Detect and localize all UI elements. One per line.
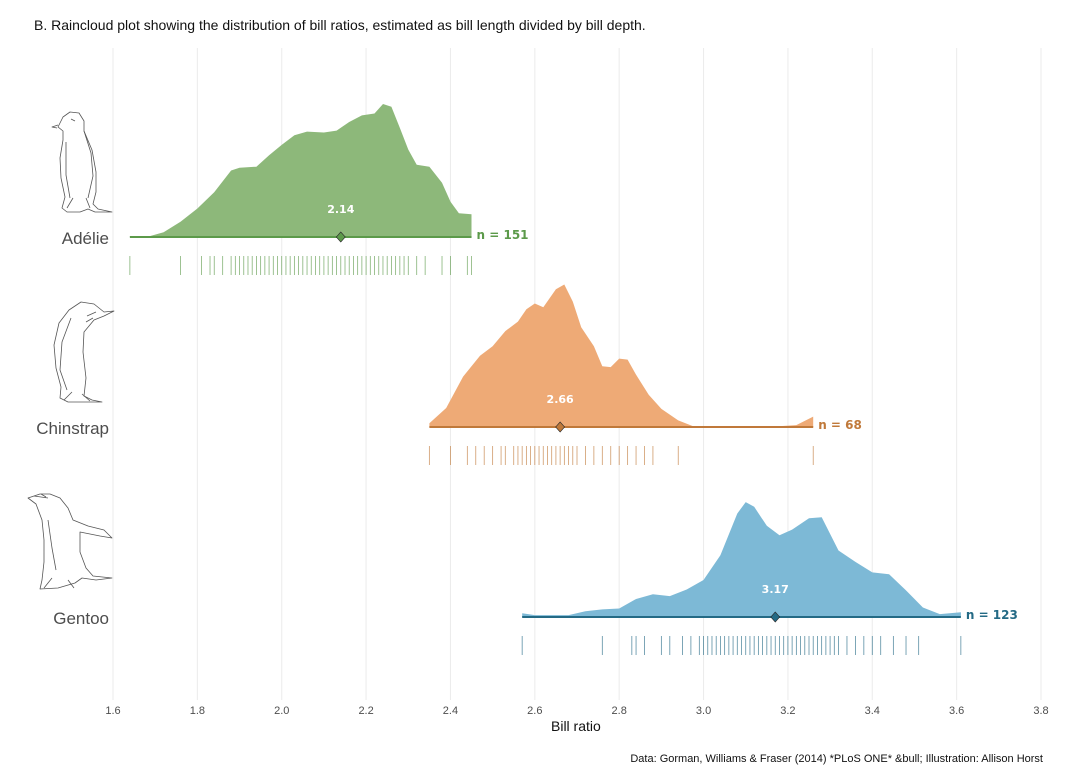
species-label: Chinstrap [36, 419, 109, 438]
x-tick-label: 3.8 [1033, 705, 1048, 717]
series-chinstrap: 2.66 n = 68 Chinstrap [36, 284, 862, 465]
mean-marker [770, 611, 781, 623]
x-tick-label: 3.4 [865, 705, 880, 717]
mean-label: 3.17 [762, 583, 789, 596]
n-count-label: n = 151 [477, 228, 529, 242]
density-cloud [522, 502, 961, 617]
x-tick-label: 2.2 [358, 705, 373, 717]
x-tick-label: 2.4 [443, 705, 458, 717]
n-count-label: n = 68 [818, 418, 862, 432]
x-tick-label: 1.8 [190, 705, 205, 717]
species-label: Gentoo [53, 609, 109, 628]
mean-label: 2.66 [547, 393, 574, 406]
density-cloud [429, 284, 814, 427]
x-tick-label: 1.6 [105, 705, 120, 717]
mean-marker [555, 421, 566, 433]
x-tick-label: 2.8 [612, 705, 627, 717]
adelie-penguin-illustration [51, 111, 113, 213]
n-count-label: n = 123 [966, 608, 1018, 622]
x-tick-label: 3.0 [696, 705, 711, 717]
caption: Data: Gorman, Williams & Fraser (2014) *… [630, 753, 1043, 765]
species-label: Adélie [62, 229, 109, 248]
series-layer: 2.14 n = 151 Adélie 2.66 n = 68 Chinstrap 3.17… [36, 104, 1018, 655]
density-cloud [129, 104, 472, 237]
x-tick-label: 2.6 [527, 705, 542, 717]
x-axis-title: Bill ratio [551, 718, 601, 734]
chinstrap-penguin-illustration [53, 301, 115, 403]
series-gentoo: 3.17 n = 123 Gentoo [53, 502, 1018, 655]
series-adlie: 2.14 n = 151 Adélie [62, 104, 529, 275]
gentoo-penguin-illustration [27, 493, 113, 590]
mean-marker [335, 231, 346, 243]
gridlines [112, 48, 1042, 700]
x-tick-label: 3.6 [949, 705, 964, 717]
chart-title: B. Raincloud plot showing the distributi… [34, 17, 646, 33]
x-axis: 1.6 1.8 2.0 2.2 2.4 2.6 2.8 3.0 3.2 3.4 3.6 3.8 [105, 705, 1048, 717]
x-tick-label: 3.2 [780, 705, 795, 717]
penguin-illustrations [27, 111, 115, 590]
mean-label: 2.14 [327, 203, 354, 216]
x-tick-label: 2.0 [274, 705, 289, 717]
